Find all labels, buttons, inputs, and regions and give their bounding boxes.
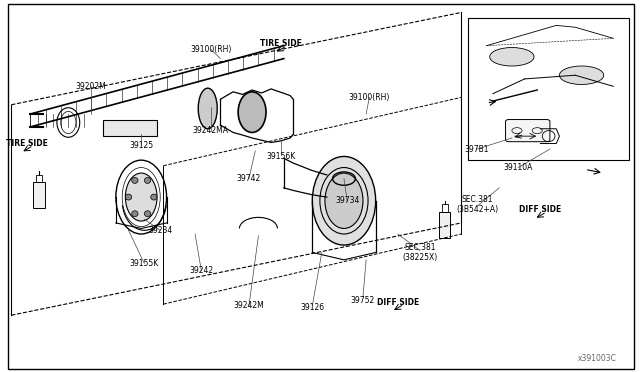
Ellipse shape [238, 92, 266, 132]
Ellipse shape [312, 157, 376, 245]
Bar [442, 205, 448, 212]
Text: 39752: 39752 [351, 296, 375, 305]
Ellipse shape [132, 177, 138, 183]
Ellipse shape [145, 177, 150, 183]
Ellipse shape [198, 88, 217, 129]
Ellipse shape [559, 66, 604, 84]
Text: 39126: 39126 [300, 303, 324, 312]
Text: 39242: 39242 [189, 266, 214, 275]
Text: 39100(RH): 39100(RH) [190, 45, 232, 54]
Ellipse shape [325, 173, 363, 228]
Text: 39202M: 39202M [75, 82, 106, 91]
Ellipse shape [150, 194, 157, 200]
Text: SEC.381
(3B542+A): SEC.381 (3B542+A) [456, 195, 498, 214]
Ellipse shape [125, 194, 132, 200]
Text: 39125: 39125 [129, 141, 153, 150]
Ellipse shape [132, 211, 138, 217]
Text: SEC.381
(38225X): SEC.381 (38225X) [403, 243, 438, 262]
Text: 397B1: 397B1 [465, 145, 490, 154]
Text: DIFF SIDE: DIFF SIDE [519, 205, 561, 215]
Text: 39100(RH): 39100(RH) [349, 93, 390, 102]
Text: 39242M: 39242M [234, 301, 264, 311]
Text: 39110A: 39110A [504, 163, 533, 172]
Text: TIRE SIDE: TIRE SIDE [260, 39, 301, 48]
Bar [439, 212, 451, 238]
Bar [36, 175, 42, 182]
Bar [33, 182, 45, 208]
Text: 39156K: 39156K [266, 152, 295, 161]
Text: 39242MA: 39242MA [193, 126, 229, 135]
Ellipse shape [490, 48, 534, 66]
Ellipse shape [145, 211, 150, 217]
Text: 39734: 39734 [335, 196, 359, 205]
Bar [468, 18, 629, 160]
Ellipse shape [125, 173, 157, 221]
Text: 39742: 39742 [237, 174, 261, 183]
FancyBboxPatch shape [506, 119, 550, 142]
Text: 39155K: 39155K [130, 259, 159, 268]
Text: 39234: 39234 [148, 226, 172, 235]
Bar [103, 119, 157, 136]
Text: DIFF SIDE: DIFF SIDE [377, 298, 419, 307]
Text: x391003C: x391003C [577, 354, 616, 363]
Text: TIRE SIDE: TIRE SIDE [6, 139, 48, 148]
